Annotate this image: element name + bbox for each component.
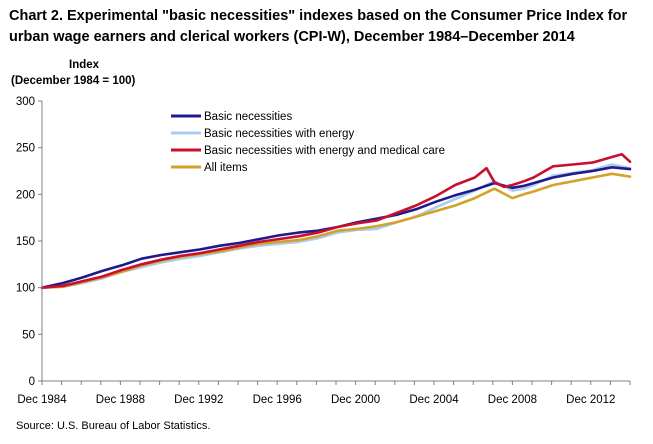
x-tick-label: Dec 2008 bbox=[488, 394, 537, 406]
x-tick-label: Dec 2012 bbox=[566, 394, 615, 406]
legend-label: Basic necessities with energy bbox=[204, 128, 354, 140]
source-note: Source: U.S. Bureau of Labor Statistics. bbox=[16, 420, 211, 432]
x-tick-label: Dec 2004 bbox=[409, 394, 459, 406]
y-tick: 300 bbox=[16, 96, 42, 108]
x-tick-label: Dec 1988 bbox=[96, 394, 145, 406]
x-tick: Dec 1984 bbox=[17, 394, 67, 406]
x-tick: Dec 2000 bbox=[331, 394, 380, 406]
y-tick: 200 bbox=[16, 189, 42, 201]
y-tick-label: 50 bbox=[22, 329, 35, 341]
x-tick: Dec 2004 bbox=[409, 394, 459, 406]
y-tick: 150 bbox=[16, 236, 42, 248]
series-line-3 bbox=[40, 152, 632, 290]
legend: Basic necessities Basic necessities with … bbox=[171, 111, 445, 174]
y-tick-label: 0 bbox=[29, 376, 35, 388]
x-tick: Dec 1996 bbox=[253, 394, 302, 406]
series-line-2 bbox=[40, 163, 632, 290]
y-axis-label-line1: Index bbox=[69, 59, 100, 71]
y-tick: 250 bbox=[16, 143, 42, 155]
legend-item: Basic necessities bbox=[171, 111, 292, 123]
x-tick-label: Dec 1992 bbox=[174, 394, 223, 406]
y-tick-label: 100 bbox=[16, 283, 35, 295]
chart-title: Chart 2. Experimental "basic necessities… bbox=[9, 8, 628, 45]
x-tick-label: Dec 2000 bbox=[331, 394, 380, 406]
y-tick-label: 250 bbox=[16, 143, 35, 155]
y-tick-label: 200 bbox=[16, 189, 35, 201]
x-tick: Dec 2008 bbox=[488, 394, 537, 406]
y-tick-label: 150 bbox=[16, 236, 35, 248]
legend-label: All items bbox=[204, 162, 248, 174]
y-axis-label-line2: (December 1984 = 100) bbox=[11, 75, 136, 87]
y-tick-label: 300 bbox=[16, 96, 35, 108]
x-tick-label: Dec 1996 bbox=[253, 394, 302, 406]
y-axis-label: Index (December 1984 = 100) bbox=[11, 57, 135, 89]
y-tick: 0 bbox=[29, 376, 42, 388]
axes: 0 50 100 150 200 250 300 Dec 1984 Dec 1988 Dec 19… bbox=[16, 96, 631, 406]
legend-label: Basic necessities with energy and medica… bbox=[204, 145, 445, 157]
x-tick: Dec 1992 bbox=[174, 394, 223, 406]
legend-item: Basic necessities with energy and medica… bbox=[171, 145, 445, 157]
y-tick: 50 bbox=[22, 329, 42, 341]
legend-item: Basic necessities with energy bbox=[171, 128, 354, 140]
x-tick: Dec 1988 bbox=[96, 394, 145, 406]
legend-item: All items bbox=[171, 162, 248, 174]
x-tick: Dec 2012 bbox=[566, 394, 615, 406]
y-tick: 100 bbox=[16, 283, 42, 295]
x-tick-label: Dec 1984 bbox=[17, 394, 67, 406]
plot-lines bbox=[40, 152, 632, 290]
legend-label: Basic necessities bbox=[204, 111, 292, 123]
